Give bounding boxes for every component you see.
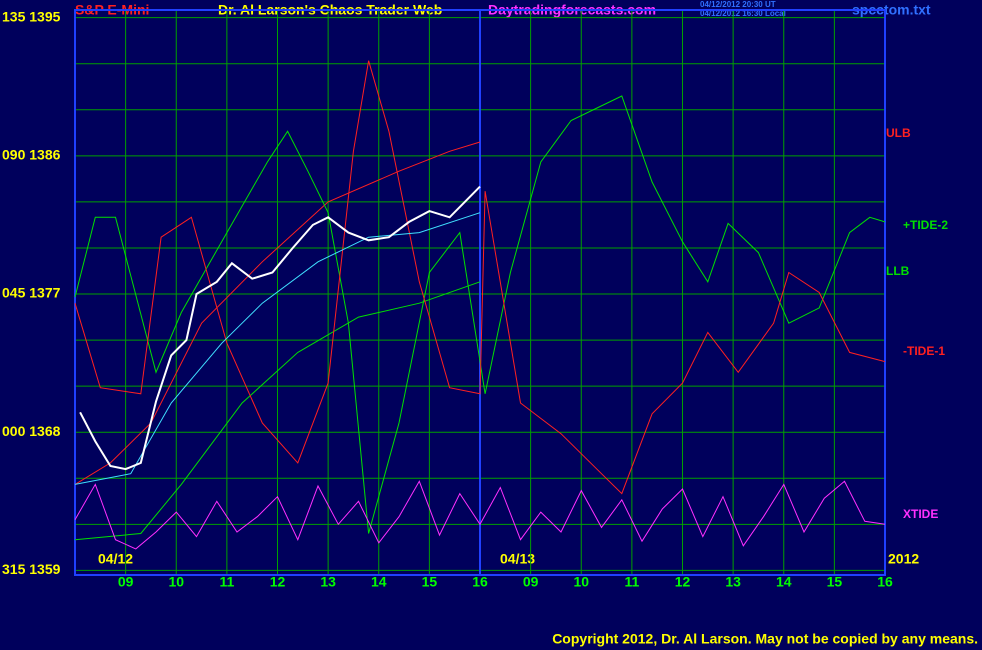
x-tick-label: 16: [877, 574, 893, 590]
x-tick-label: 14: [371, 574, 387, 590]
series-line: [74, 95, 886, 534]
x-tick-label: 09: [118, 574, 134, 590]
y-tick-label: 090 1386: [2, 147, 61, 163]
x-tick-label: 13: [320, 574, 336, 590]
series-line: [79, 185, 481, 471]
series-line: [74, 281, 481, 541]
series-line: [74, 480, 886, 550]
date-label: 04/13: [500, 551, 535, 567]
y-tick-label: 315 1359: [2, 561, 61, 577]
series-label: LLB: [886, 264, 910, 278]
series-label: +TIDE-2: [903, 218, 948, 232]
x-tick-label: 15: [422, 574, 438, 590]
plot-border: [74, 9, 886, 576]
x-tick-label: 15: [827, 574, 843, 590]
x-tick-label: 10: [168, 574, 184, 590]
series-label: -TIDE-1: [903, 344, 945, 358]
x-tick-label: 14: [776, 574, 792, 590]
x-tick-label: 12: [675, 574, 691, 590]
x-tick-label: 11: [624, 574, 639, 590]
x-tick-label: 10: [573, 574, 589, 590]
date-label: 04/12: [98, 551, 133, 567]
series-line: [74, 60, 886, 495]
x-tick-label: 12: [270, 574, 286, 590]
y-tick-label: 135 1395: [2, 8, 61, 24]
y-tick-label: 000 1368: [2, 423, 61, 439]
copyright: Copyright 2012, Dr. Al Larson. May not b…: [552, 631, 978, 647]
series-label: XTIDE: [903, 507, 938, 521]
file-name: spcctom.txt: [852, 2, 931, 18]
x-tick-label: 16: [472, 574, 488, 590]
x-tick-label: 11: [219, 574, 234, 590]
x-tick-label: 09: [523, 574, 539, 590]
y-tick-label: 045 1377: [2, 285, 61, 301]
series-line: [74, 141, 481, 485]
timestamp: 04/12/2012 16:30 Local: [700, 9, 786, 18]
x-tick-label: 13: [725, 574, 741, 590]
year-label: 2012: [888, 551, 919, 567]
timestamp: 04/12/2012 20:30 UT: [700, 0, 776, 9]
series-label: ULB: [886, 126, 911, 140]
